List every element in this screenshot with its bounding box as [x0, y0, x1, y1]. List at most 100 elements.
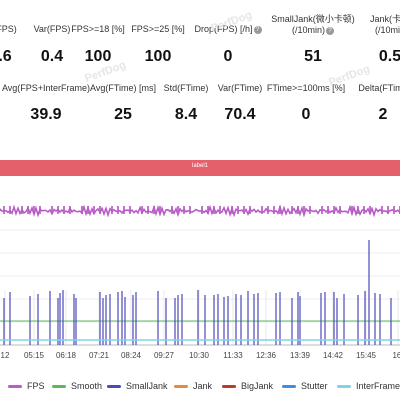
fps-marker [123, 206, 125, 214]
stat-label: SmallJank(微小卡顿) [271, 14, 355, 24]
legend-item-smooth[interactable]: Smooth [52, 381, 102, 391]
fps-marker [93, 206, 95, 214]
fps-marker [159, 206, 161, 214]
stat-label-wrap: (/10min)? [268, 25, 358, 36]
fps-marker [9, 206, 11, 214]
fps-marker [303, 206, 305, 214]
fps-marker [273, 206, 275, 214]
fps-marker [153, 206, 155, 214]
fps-marker [213, 206, 215, 214]
fps-marker [63, 206, 65, 214]
fps-marker [357, 206, 359, 214]
stat-label: Jank(卡顿 [369, 14, 400, 24]
x-tick-label: 13:39 [290, 351, 311, 360]
fps-marker [69, 206, 71, 214]
legend-item-fps[interactable]: FPS [8, 381, 45, 391]
fps-marker [129, 206, 131, 214]
x-tick-label: 05:15 [24, 351, 45, 360]
stat-value: 100 [84, 48, 112, 65]
x-tick-label: 16: [392, 351, 400, 360]
label-bar[interactable]: label1 [0, 160, 400, 176]
stat-label: Avg(FPS+InterFrame) [1, 83, 91, 93]
fps-marker [309, 206, 311, 214]
fps-marker [207, 206, 209, 214]
fps-marker [177, 206, 179, 214]
stat-label: Delta(FTime [358, 83, 400, 93]
help-icon[interactable]: ? [253, 25, 262, 34]
stat-label: Avg(FTime) [ms] [89, 83, 156, 93]
stat-value: 100 [144, 48, 172, 65]
x-tick-label: 15:45 [356, 351, 377, 360]
fps-marker [27, 206, 29, 214]
fps-marker [21, 206, 23, 214]
legend-swatch [222, 385, 236, 389]
legend-item-bigjank[interactable]: BigJank [222, 381, 273, 391]
x-tick-label: 09:27 [154, 351, 175, 360]
stat-value: .6 [0, 48, 12, 65]
fps-marker [339, 206, 341, 214]
fps-marker [279, 206, 281, 214]
label-bar-text: label1 [191, 163, 208, 169]
legend-label: Jank [193, 381, 213, 391]
stat-var-fps: Var(FPS) 0.4 [22, 24, 82, 66]
stat-label-wrap: Drop(FPS) [/h]? [190, 24, 266, 35]
stat-var-ftime: Var(FTime) 70.4 [212, 83, 268, 124]
x-tick-label: 10:30 [189, 351, 210, 360]
stat-label: FTime>=100ms [%] [266, 83, 346, 93]
fps-marker [261, 206, 263, 214]
fps-marker [297, 206, 299, 214]
fps-marker [231, 206, 233, 214]
legend-swatch [174, 385, 188, 389]
stat-value: 0 [223, 48, 233, 65]
legend-item-smalljank[interactable]: SmallJank [107, 381, 168, 391]
legend-item-jank[interactable]: Jank [174, 381, 212, 391]
stat-value: 0.4 [40, 48, 64, 65]
stat-drop-fps: Drop(FPS) [/h]? 0 [190, 24, 266, 66]
fps-marker [33, 206, 35, 214]
fps-marker [327, 206, 329, 214]
stats-row-2: Avg(FPS+InterFrame) 39.9 Avg(FTime) [ms]… [0, 80, 400, 150]
fps-marker [321, 206, 323, 214]
x-tick-label: 06:18 [56, 351, 77, 360]
fps-marker [189, 206, 191, 214]
help-icon[interactable]: ? [326, 26, 334, 35]
fps-series [0, 204, 400, 218]
x-tick-label: 12:36 [256, 351, 277, 360]
stat-jank: Jank(卡顿 (/10min 0.5 [360, 14, 400, 66]
stat-value: 25 [114, 106, 132, 123]
legend-item-interframe[interactable]: InterFrame [337, 381, 400, 391]
fps-marker [387, 206, 389, 214]
fps-marker [291, 206, 293, 214]
x-tick-label: 12 [1, 351, 10, 360]
stat-label: Var(FTime) [217, 83, 263, 93]
x-tick-label: 14:42 [323, 351, 344, 360]
stat-label-sub: (/10min [374, 25, 400, 35]
fps-marker [201, 206, 203, 214]
stat-smalljank: SmallJank(微小卡顿) (/10min)? 51 [268, 14, 358, 66]
fps-marker [333, 206, 335, 214]
fps-marker [183, 206, 185, 214]
legend-item-stutter[interactable]: Stutter [282, 381, 328, 391]
legend-label: FPS [27, 381, 45, 391]
stat-value: 8.4 [174, 106, 198, 123]
stat-value: 70.4 [224, 106, 256, 123]
stat-label: Std(FTime) [163, 83, 209, 93]
fps-marker [237, 206, 239, 214]
stat-avg-fps-interframe: Avg(FPS+InterFrame) 39.9 [0, 83, 92, 124]
legend-label: Stutter [301, 381, 328, 391]
fps-marker [141, 206, 143, 214]
stat-delta-ftime: Delta(FTime 2 [348, 83, 400, 124]
legend-swatch [337, 385, 351, 389]
fps-marker [39, 206, 41, 214]
fps-marker [51, 206, 53, 214]
stat-label: Var(FPS) [33, 24, 71, 34]
legend-label: InterFrame [356, 381, 400, 391]
stat-value: 51 [304, 48, 322, 65]
stat-label: FPS>=25 [%] [131, 24, 185, 34]
fps-chart[interactable]: 12 05:15 06:18 07:21 08:24 09:27 10:30 11:33 12:… [0, 180, 400, 380]
stat-value: 0.5 [378, 48, 400, 65]
legend-label: SmallJank [126, 381, 168, 391]
stat-label: FPS>=18 [%] [71, 24, 125, 34]
fps-marker [369, 206, 371, 214]
stat-value: 0 [301, 106, 311, 123]
